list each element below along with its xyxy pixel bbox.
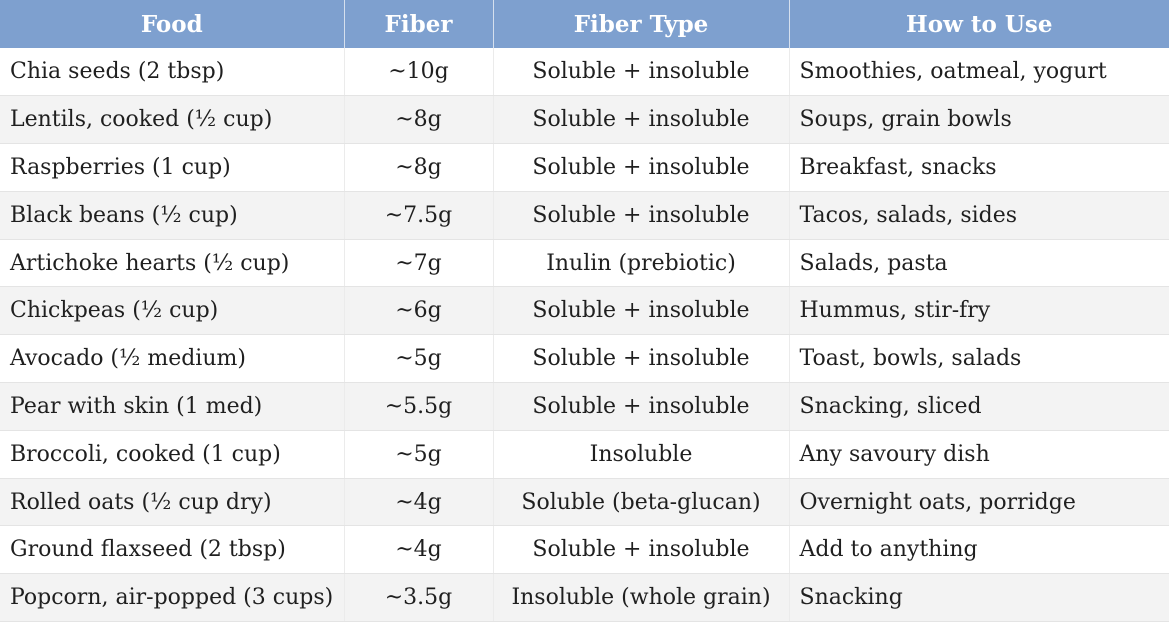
cell-fiber: ~5.5g [344, 382, 494, 431]
cell-fiber-type: Soluble + insoluble [493, 382, 790, 431]
cell-fiber-type: Soluble + insoluble [493, 191, 790, 240]
table-row: Broccoli, cooked (1 cup) ~5g Insoluble Any … [0, 430, 1169, 479]
table-row: Raspberries (1 cup) ~8g Soluble + insolubl… [0, 143, 1169, 192]
cell-how-to-use: Soups, grain bowls [789, 95, 1169, 145]
cell-how-to-use: Tacos, salads, sides [789, 191, 1169, 240]
table-row: Pear with skin (1 med) ~5.5g Soluble + ins… [0, 382, 1169, 431]
cell-fiber: ~5g [344, 430, 494, 479]
column-header-food: Food [0, 0, 345, 48]
cell-fiber-type: Soluble + insoluble [493, 286, 790, 336]
cell-fiber: ~3.5g [344, 573, 494, 622]
cell-food: Pear with skin (1 med) [0, 382, 345, 431]
cell-fiber: ~7.5g [344, 191, 494, 240]
cell-fiber: ~8g [344, 143, 494, 192]
table-row: Chickpeas (½ cup) ~6g Soluble + insoluble H… [0, 286, 1169, 336]
cell-fiber: ~4g [344, 478, 494, 527]
cell-how-to-use: Smoothies, oatmeal, yogurt [789, 48, 1169, 97]
cell-fiber-type: Soluble + insoluble [493, 48, 790, 97]
cell-food: Rolled oats (½ cup dry) [0, 478, 345, 527]
cell-fiber-type: Soluble + insoluble [493, 95, 790, 145]
cell-food: Raspberries (1 cup) [0, 143, 345, 192]
table-body: Chia seeds (2 tbsp) ~10g Soluble + insolub… [0, 48, 1169, 622]
cell-how-to-use: Any savoury dish [789, 430, 1169, 479]
cell-how-to-use: Breakfast, snacks [789, 143, 1169, 192]
cell-fiber: ~8g [344, 95, 494, 145]
table-row: Ground flaxseed (2 tbsp) ~4g Soluble + ins… [0, 525, 1169, 575]
cell-food: Avocado (½ medium) [0, 334, 345, 384]
table-row: Popcorn, air-popped (3 cups) ~3.5g Insolub… [0, 573, 1169, 622]
table-row: Artichoke hearts (½ cup) ~7g Inulin (prebi… [0, 239, 1169, 288]
cell-how-to-use: Snacking, sliced [789, 382, 1169, 431]
table-header: Food Fiber Fiber Type How to Use [0, 0, 1169, 48]
cell-food: Chia seeds (2 tbsp) [0, 48, 345, 97]
header-row: Food Fiber Fiber Type How to Use [0, 0, 1169, 48]
table-row: Lentils, cooked (½ cup) ~8g Soluble + inso… [0, 95, 1169, 145]
cell-fiber-type: Soluble + insoluble [493, 334, 790, 384]
cell-fiber-type: Inulin (prebiotic) [493, 239, 790, 288]
cell-fiber-type: Soluble + insoluble [493, 143, 790, 192]
table-row: Black beans (½ cup) ~7.5g Soluble + insolu… [0, 191, 1169, 240]
cell-food: Black beans (½ cup) [0, 191, 345, 240]
cell-food: Lentils, cooked (½ cup) [0, 95, 345, 145]
cell-fiber: ~5g [344, 334, 494, 384]
column-header-how-to-use: How to Use [789, 0, 1169, 48]
cell-fiber-type: Insoluble [493, 430, 790, 479]
cell-fiber: ~10g [344, 48, 494, 97]
table-row: Chia seeds (2 tbsp) ~10g Soluble + insolub… [0, 48, 1169, 97]
table-row: Rolled oats (½ cup dry) ~4g Soluble (beta-… [0, 478, 1169, 527]
cell-how-to-use: Overnight oats, porridge [789, 478, 1169, 527]
cell-food: Chickpeas (½ cup) [0, 286, 345, 336]
cell-how-to-use: Snacking [789, 573, 1169, 622]
column-header-fiber: Fiber [344, 0, 494, 48]
table-row: Avocado (½ medium) ~5g Soluble + insoluble… [0, 334, 1169, 384]
cell-fiber-type: Soluble (beta-glucan) [493, 478, 790, 527]
cell-food: Ground flaxseed (2 tbsp) [0, 525, 345, 575]
column-header-fiber-type: Fiber Type [493, 0, 790, 48]
cell-fiber: ~6g [344, 286, 494, 336]
cell-how-to-use: Salads, pasta [789, 239, 1169, 288]
cell-food: Artichoke hearts (½ cup) [0, 239, 345, 288]
cell-fiber-type: Soluble + insoluble [493, 525, 790, 575]
cell-how-to-use: Toast, bowls, salads [789, 334, 1169, 384]
cell-food: Broccoli, cooked (1 cup) [0, 430, 345, 479]
cell-fiber: ~7g [344, 239, 494, 288]
cell-how-to-use: Add to anything [789, 525, 1169, 575]
cell-how-to-use: Hummus, stir-fry [789, 286, 1169, 336]
cell-food: Popcorn, air-popped (3 cups) [0, 573, 345, 622]
cell-fiber-type: Insoluble (whole grain) [493, 573, 790, 622]
cell-fiber: ~4g [344, 525, 494, 575]
